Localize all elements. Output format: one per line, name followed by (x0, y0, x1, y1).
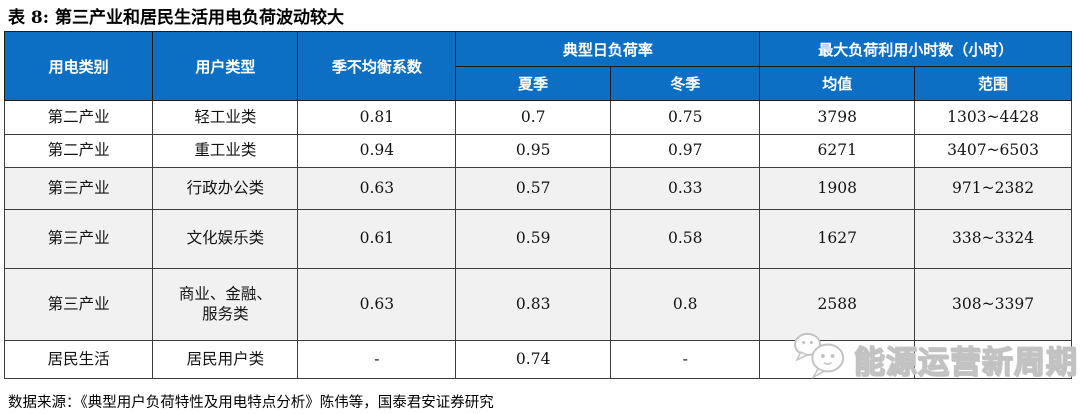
cell-summer: 0.95 (455, 134, 612, 168)
header-range: 范围 (914, 66, 1072, 101)
cell-winter: 0.75 (610, 100, 761, 135)
cell-mean: 1908 (759, 167, 916, 210)
cell-summer: 0.7 (455, 100, 612, 135)
table-row: 居民生活 居民用户类 -0.74- (3, 340, 1072, 379)
cell-seasonal: 0.81 (297, 100, 457, 135)
cell-category: 第三产业 (3, 209, 154, 269)
header-group-typical-daily-load: 典型日负荷率 (455, 31, 761, 67)
table-title: 表 8: 第三产业和居民生活用电负荷波动较大 (8, 8, 344, 28)
cell-user_type: 商业、金融、 服务类 (152, 268, 299, 341)
header-user-type: 用户类型 (152, 31, 299, 101)
cell-range: 338~3324 (914, 209, 1072, 269)
cell-seasonal: - (297, 340, 457, 379)
table-row: 第二产业 轻工业类 0.81 0.7 0.75 3798 1303~4428 (3, 100, 1072, 135)
cell-mean: 3798 (759, 100, 916, 135)
table-row: 第二产业 重工业类 0.94 0.95 0.97 6271 3407~6503 (3, 134, 1072, 168)
cell-seasonal: 0.63 (297, 167, 457, 210)
cell-seasonal: 0.63 (297, 268, 457, 341)
cell-user_type: 行政办公类 (152, 167, 299, 210)
cell-range (914, 340, 1072, 379)
cell-winter: 0.58 (610, 209, 761, 269)
header-group-max-load-hours: 最大负荷利用小时数（小时） (759, 31, 1072, 67)
header-seasonal-coeff: 季不均衡系数 (297, 31, 457, 101)
cell-seasonal: 0.94 (297, 134, 457, 168)
cell-summer: 0.83 (455, 268, 612, 341)
cell-mean (759, 340, 916, 379)
cell-winter: - (610, 340, 761, 379)
cell-winter: 0.33 (610, 167, 761, 210)
cell-user_type: 轻工业类 (152, 100, 299, 135)
cell-category: 第二产业 (3, 100, 154, 135)
cell-summer: 0.57 (455, 167, 612, 210)
table-row: 第三产业 商业、金融、 服务类 0.63 0.83 0.8 2588 308~3397 (3, 268, 1072, 341)
table-header: 用电类别 用户类型 季不均衡系数 典型日负荷率 最大负荷利用小时数（小时） 夏季… (3, 31, 1072, 101)
cell-summer: 0.59 (455, 209, 612, 269)
table-row: 第三产业 文化娱乐类 0.61 0.59 0.58 1627 338~3324 (3, 209, 1072, 269)
cell-category: 第三产业 (3, 167, 154, 210)
cell-mean: 2588 (759, 268, 916, 341)
cell-summer: 0.74 (455, 340, 612, 379)
data-source-note: 数据来源：《典型用户负荷特性及用电特点分析》陈伟等，国泰君安证券研究 (8, 395, 494, 411)
cell-category: 居民生活 (3, 340, 154, 379)
electricity-load-table: 用电类别 用户类型 季不均衡系数 典型日负荷率 最大负荷利用小时数（小时） 夏季… (3, 31, 1072, 379)
cell-range: 3407~6503 (914, 134, 1072, 168)
cell-category: 第三产业 (3, 268, 154, 341)
header-mean: 均值 (759, 66, 916, 101)
header-category: 用电类别 (3, 31, 154, 101)
cell-range: 1303~4428 (914, 100, 1072, 135)
cell-user_type: 文化娱乐类 (152, 209, 299, 269)
cell-winter: 0.8 (610, 268, 761, 341)
header-winter: 冬季 (610, 66, 761, 101)
table-row: 第三产业 行政办公类 0.63 0.57 0.33 1908 971~2382 (3, 167, 1072, 210)
header-summer: 夏季 (455, 66, 612, 101)
cell-category: 第二产业 (3, 134, 154, 168)
cell-user_type: 重工业类 (152, 134, 299, 168)
cell-mean: 1627 (759, 209, 916, 269)
cell-winter: 0.97 (610, 134, 761, 168)
cell-user_type: 居民用户类 (152, 340, 299, 379)
cell-seasonal: 0.61 (297, 209, 457, 269)
cell-range: 308~3397 (914, 268, 1072, 341)
cell-mean: 6271 (759, 134, 916, 168)
table-body: 第二产业 轻工业类 0.81 0.7 0.75 3798 1303~4428 第二产业 重工业类… (3, 100, 1072, 379)
cell-range: 971~2382 (914, 167, 1072, 210)
